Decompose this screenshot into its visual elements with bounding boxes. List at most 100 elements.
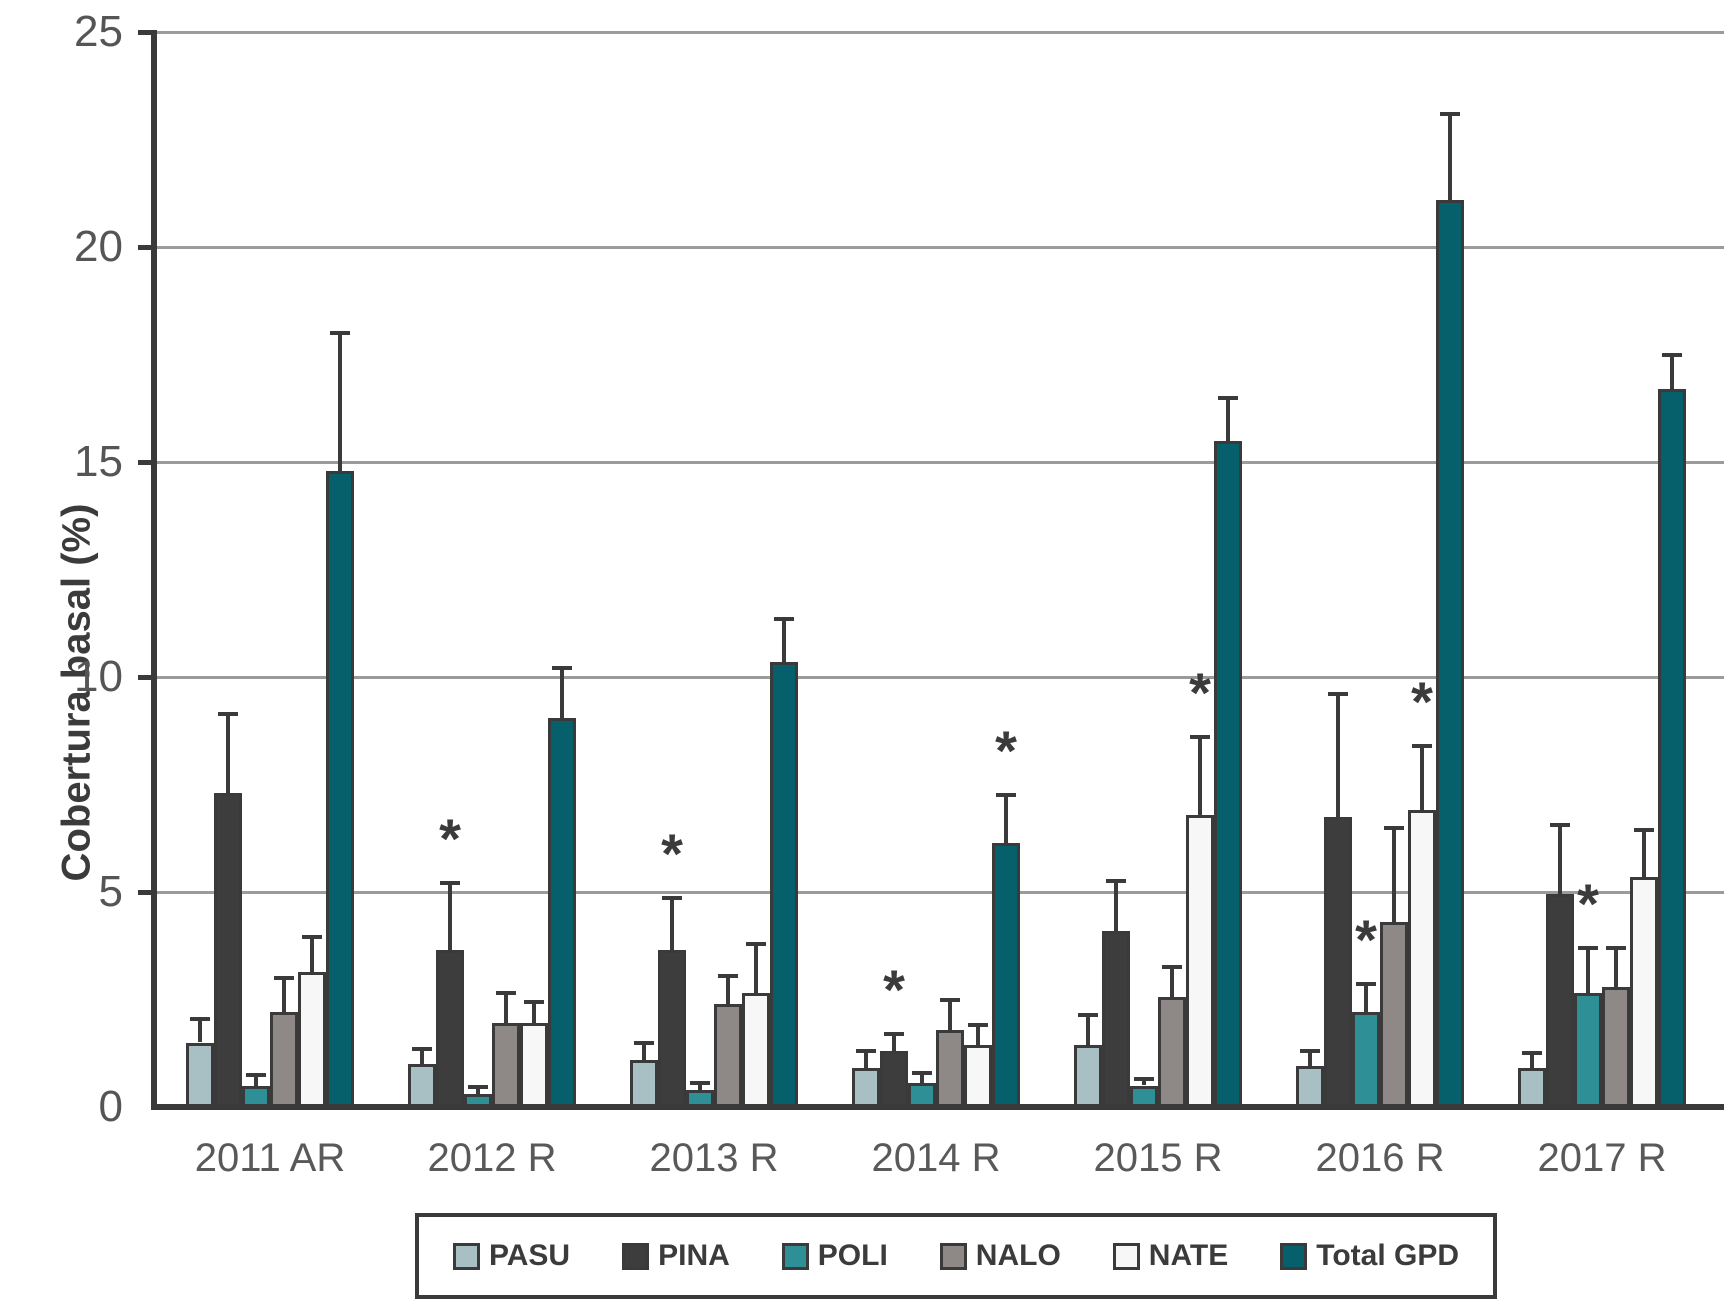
y-axis-tick-5 <box>138 890 157 895</box>
bar-nate-2013-r <box>742 993 770 1110</box>
error-bar-pina-2016-r <box>1336 694 1340 817</box>
bar-pina-2017-r <box>1546 894 1574 1110</box>
legend-swatch-nate <box>1112 1242 1140 1270</box>
error-bar-pasu-2015-r <box>1086 1014 1090 1045</box>
bar-nalo-2015-r <box>1158 997 1186 1110</box>
error-bar-nate-2013-r <box>754 943 758 994</box>
x-category-label-2017-r: 2017 R <box>1537 1136 1667 1180</box>
error-bar-poli-2012-r <box>476 1086 480 1095</box>
error-bar-pina-2015-r <box>1114 881 1118 931</box>
error-bar-poli-2014-r <box>920 1072 924 1084</box>
error-bar-nate-2017-r <box>1642 829 1646 877</box>
bar-nate-2016-r <box>1408 810 1436 1110</box>
error-cap-pasu-2011-ar <box>190 1016 210 1021</box>
legend-item-pasu: PASU <box>452 1239 570 1273</box>
significance-asterisk-nate-2016-r: * <box>1411 669 1433 733</box>
error-bar-nate-2011-ar <box>310 937 314 972</box>
y-axis-tick-15 <box>138 460 157 465</box>
error-bar-nate-2015-r <box>1198 737 1202 815</box>
error-cap-total-gpd-2014-r <box>996 793 1016 798</box>
x-category-label-2015-r: 2015 R <box>1093 1136 1223 1180</box>
error-cap-nalo-2011-ar <box>274 976 294 980</box>
error-cap-nalo-2016-r <box>1384 825 1404 830</box>
error-bar-pasu-2017-r <box>1530 1053 1534 1069</box>
bar-poli-2017-r <box>1574 993 1602 1110</box>
bar-nalo-2016-r <box>1380 922 1408 1110</box>
error-cap-total-gpd-2016-r <box>1440 111 1460 116</box>
error-bar-poli-2015-r <box>1142 1079 1146 1086</box>
bar-total-gpd-2017-r <box>1658 388 1686 1110</box>
y-axis-line <box>151 30 157 1110</box>
error-cap-poli-2014-r <box>912 1070 932 1075</box>
legend-swatch-pasu <box>452 1242 480 1270</box>
bar-nalo-2011-ar <box>270 1012 298 1110</box>
error-cap-poli-2012-r <box>468 1084 488 1089</box>
significance-asterisk-pina-2012-r: * <box>439 807 461 871</box>
error-bar-pasu-2016-r <box>1308 1051 1312 1067</box>
error-bar-poli-2013-r <box>698 1083 702 1090</box>
error-cap-pina-2012-r <box>440 881 460 886</box>
error-cap-nalo-2013-r <box>718 973 738 978</box>
significance-asterisk-nate-2015-r: * <box>1189 661 1211 725</box>
error-bar-total-gpd-2012-r <box>560 668 564 718</box>
x-category-label-2012-r: 2012 R <box>427 1136 557 1180</box>
error-bar-pasu-2013-r <box>642 1042 646 1060</box>
bar-pina-2016-r <box>1324 816 1352 1110</box>
bar-nalo-2014-r <box>936 1029 964 1110</box>
error-cap-pina-2014-r <box>884 1031 904 1036</box>
error-cap-nate-2014-r <box>968 1023 988 1028</box>
error-bar-pina-2011-ar <box>226 713 230 794</box>
bar-pina-2011-ar <box>214 793 242 1110</box>
error-cap-poli-2017-r <box>1578 945 1598 950</box>
bar-total-gpd-2013-r <box>770 661 798 1110</box>
error-cap-nate-2017-r <box>1634 827 1654 832</box>
error-cap-pasu-2014-r <box>856 1049 876 1054</box>
bar-pasu-2017-r <box>1518 1068 1546 1110</box>
y-tick-label-20: 20 <box>74 222 123 271</box>
legend-item-nate: NATE <box>1112 1239 1229 1273</box>
bar-nalo-2013-r <box>714 1003 742 1110</box>
x-category-label-2013-r: 2013 R <box>649 1136 779 1180</box>
legend-item-poli: POLI <box>781 1239 888 1273</box>
error-bar-poli-2011-ar <box>254 1074 258 1086</box>
bar-total-gpd-2014-r <box>992 842 1020 1110</box>
error-bar-nate-2012-r <box>532 1001 536 1024</box>
y-tick-label-0: 0 <box>98 1082 123 1131</box>
error-bar-nalo-2017-r <box>1614 947 1618 987</box>
bar-nalo-2017-r <box>1602 986 1630 1110</box>
bar-pasu-2015-r <box>1074 1044 1102 1110</box>
legend-swatch-nalo <box>939 1242 967 1270</box>
error-bar-nate-2014-r <box>976 1025 980 1045</box>
bar-total-gpd-2015-r <box>1214 440 1242 1110</box>
error-cap-nalo-2014-r <box>940 997 960 1002</box>
bar-pasu-2012-r <box>408 1064 436 1110</box>
legend-item-pina: PINA <box>622 1239 730 1273</box>
error-cap-poli-2011-ar <box>246 1072 266 1077</box>
error-bar-pasu-2014-r <box>864 1051 868 1069</box>
error-cap-pina-2017-r <box>1550 823 1570 828</box>
x-category-label-2011-ar: 2011 AR <box>194 1136 346 1180</box>
error-cap-nalo-2015-r <box>1162 965 1182 970</box>
error-cap-total-gpd-2015-r <box>1218 395 1238 400</box>
error-bar-pasu-2012-r <box>420 1048 424 1064</box>
legend-label-nate: NATE <box>1148 1239 1229 1272</box>
error-bar-poli-2017-r <box>1586 947 1590 994</box>
error-cap-pasu-2012-r <box>412 1046 432 1051</box>
legend-item-nalo: NALO <box>939 1239 1061 1273</box>
bar-poli-2016-r <box>1352 1012 1380 1110</box>
error-cap-nalo-2012-r <box>496 991 516 996</box>
y-axis-tick-10 <box>138 675 157 680</box>
error-bar-nate-2016-r <box>1420 745 1424 811</box>
bar-nalo-2012-r <box>492 1023 520 1110</box>
error-bar-pina-2012-r <box>448 883 452 951</box>
bar-nate-2012-r <box>520 1023 548 1110</box>
error-bar-nalo-2012-r <box>504 993 508 1024</box>
bar-nate-2011-ar <box>298 971 326 1110</box>
bar-pina-2015-r <box>1102 930 1130 1110</box>
error-cap-poli-2015-r <box>1134 1077 1154 1082</box>
error-cap-nalo-2017-r <box>1606 945 1626 950</box>
bar-pina-2012-r <box>436 950 464 1110</box>
error-cap-total-gpd-2011-ar <box>330 331 350 335</box>
significance-asterisk-pina-2013-r: * <box>661 822 683 886</box>
